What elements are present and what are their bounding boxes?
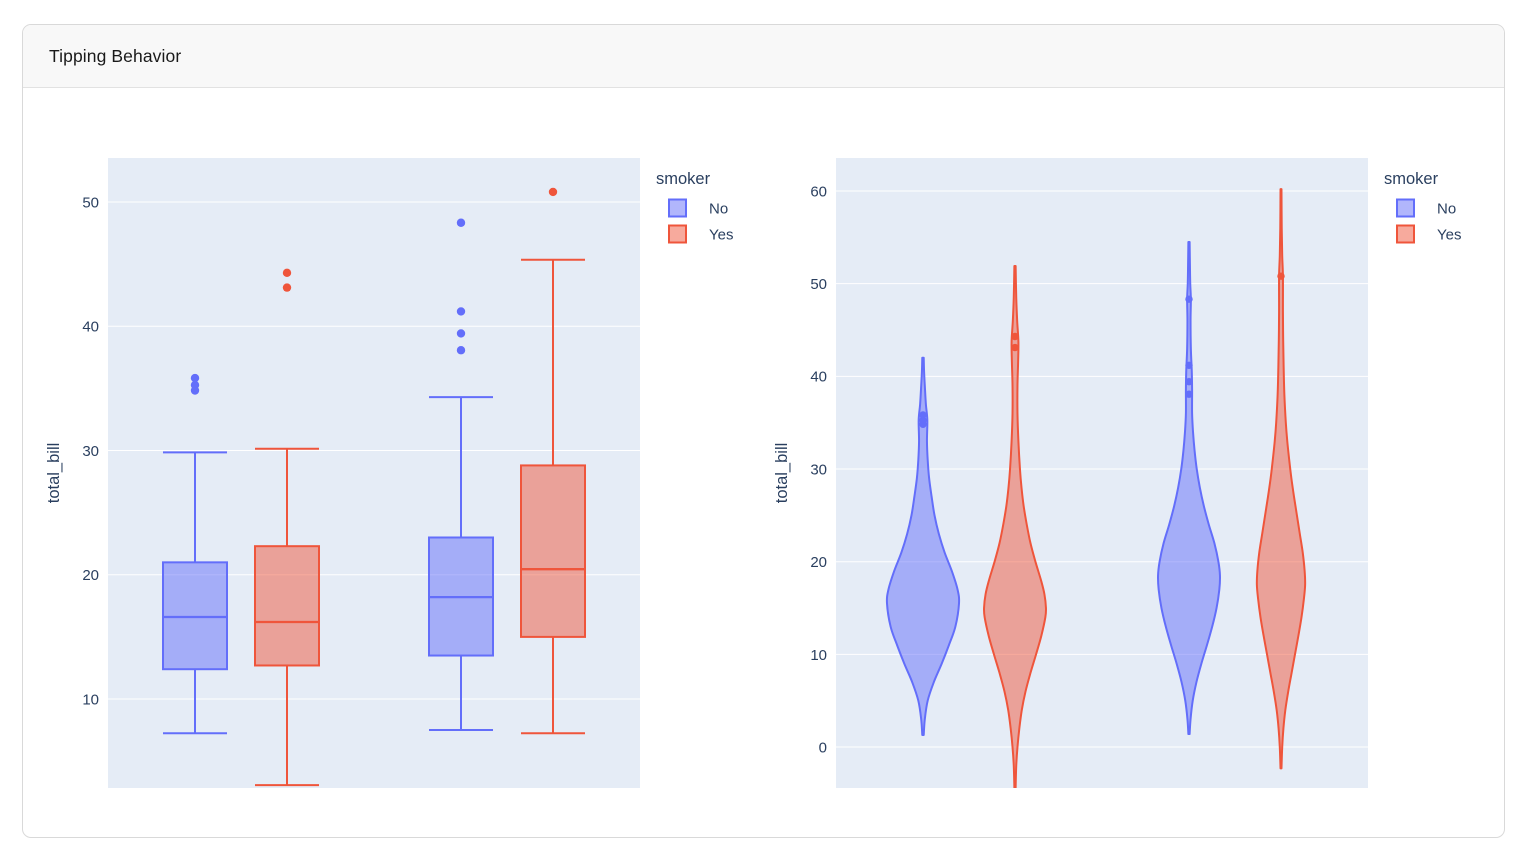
- y-tick-label: 30: [82, 443, 99, 460]
- y-tick-label: 40: [810, 369, 827, 386]
- legend-title: smoker: [656, 170, 711, 188]
- violin-plot-figure[interactable]: 0 10 20 30 40 50 60 total_bill smoker No Yes: [769, 151, 1489, 801]
- outlier-point[interactable]: [282, 268, 292, 278]
- legend: smoker No Yes: [656, 170, 733, 244]
- outlier-point[interactable]: [190, 373, 200, 383]
- legend-swatch: [668, 198, 687, 218]
- y-tick-label: 30: [810, 461, 827, 478]
- outlier-point[interactable]: [456, 346, 466, 355]
- box-no-group2[interactable]: [428, 218, 494, 731]
- violin-point[interactable]: [1277, 272, 1285, 280]
- outlier-point[interactable]: [456, 329, 466, 338]
- violin-chart: 0 10 20 30 40 50 60 total_bill smoker No Yes: [773, 158, 1461, 788]
- y-tick-label: 20: [810, 554, 827, 571]
- outlier-point[interactable]: [282, 283, 292, 292]
- violin-point[interactable]: [919, 411, 927, 419]
- card-title: Tipping Behavior: [49, 45, 182, 66]
- y-tick-label: 50: [82, 194, 99, 211]
- violin-shape[interactable]: [885, 356, 961, 736]
- violin-point[interactable]: [1185, 295, 1193, 303]
- legend-swatch: [1396, 198, 1415, 218]
- y-tick-label: 40: [82, 319, 99, 336]
- iqr-box[interactable]: [520, 464, 586, 638]
- marks-layer: [162, 187, 586, 787]
- legend-entry-yes[interactable]: Yes: [668, 224, 733, 244]
- y-tick-label: 20: [82, 567, 99, 584]
- y-tick-label: 50: [810, 276, 827, 293]
- legend: smoker No Yes: [1384, 170, 1461, 244]
- violin-point[interactable]: [919, 416, 927, 424]
- violin-point[interactable]: [1011, 343, 1019, 352]
- y-tick-label: 60: [810, 183, 827, 200]
- violin-point[interactable]: [1011, 332, 1019, 341]
- violin-shape[interactable]: [1156, 240, 1222, 736]
- outlier-point[interactable]: [456, 218, 466, 227]
- card-header: Tipping Behavior: [23, 25, 1504, 88]
- legend-label: No: [709, 200, 728, 217]
- outlier-point[interactable]: [190, 380, 200, 390]
- iqr-box[interactable]: [254, 545, 320, 667]
- y-tick-label: 0: [819, 739, 827, 756]
- outlier-point[interactable]: [456, 307, 466, 316]
- y-axis-title: total_bill: [45, 443, 63, 504]
- marks-layer: [885, 188, 1307, 788]
- legend-title: smoker: [1384, 170, 1439, 188]
- legend-label: No: [1437, 200, 1456, 217]
- box-plot-figure[interactable]: 10 20 30 40 50 total_bill smoker No Yes: [41, 151, 761, 801]
- legend-entry-no[interactable]: No: [1396, 198, 1456, 218]
- legend-swatch: [668, 224, 687, 244]
- box-yes-group2[interactable]: [520, 187, 586, 735]
- violin-point[interactable]: [1185, 378, 1193, 386]
- violin-yes-group1[interactable]: [982, 265, 1048, 788]
- y-tick-label: 10: [810, 647, 827, 664]
- legend-label: Yes: [709, 226, 733, 243]
- violin-yes-group2[interactable]: [1255, 188, 1307, 770]
- violin-no-group2[interactable]: [1156, 240, 1222, 736]
- outlier-point[interactable]: [548, 187, 558, 197]
- box-yes-group1[interactable]: [254, 268, 320, 787]
- legend-label: Yes: [1437, 226, 1461, 243]
- y-axis-title: total_bill: [773, 443, 791, 504]
- legend-entry-yes[interactable]: Yes: [1396, 224, 1461, 244]
- violin-point[interactable]: [1185, 361, 1193, 370]
- legend-entry-no[interactable]: No: [668, 198, 728, 218]
- violin-no-group1[interactable]: [885, 356, 961, 736]
- iqr-box[interactable]: [162, 561, 228, 671]
- box-chart: 10 20 30 40 50 total_bill smoker No Yes: [45, 158, 733, 788]
- violin-shape[interactable]: [1255, 188, 1307, 770]
- tipping-behavior-card: Tipping Behavior 10 20 30 40 50 total_bill smo…: [22, 24, 1505, 838]
- violin-shape[interactable]: [982, 265, 1048, 788]
- y-tick-label: 10: [82, 691, 99, 708]
- legend-swatch: [1396, 224, 1415, 244]
- box-no-group1[interactable]: [162, 373, 228, 735]
- violin-point[interactable]: [1185, 390, 1193, 398]
